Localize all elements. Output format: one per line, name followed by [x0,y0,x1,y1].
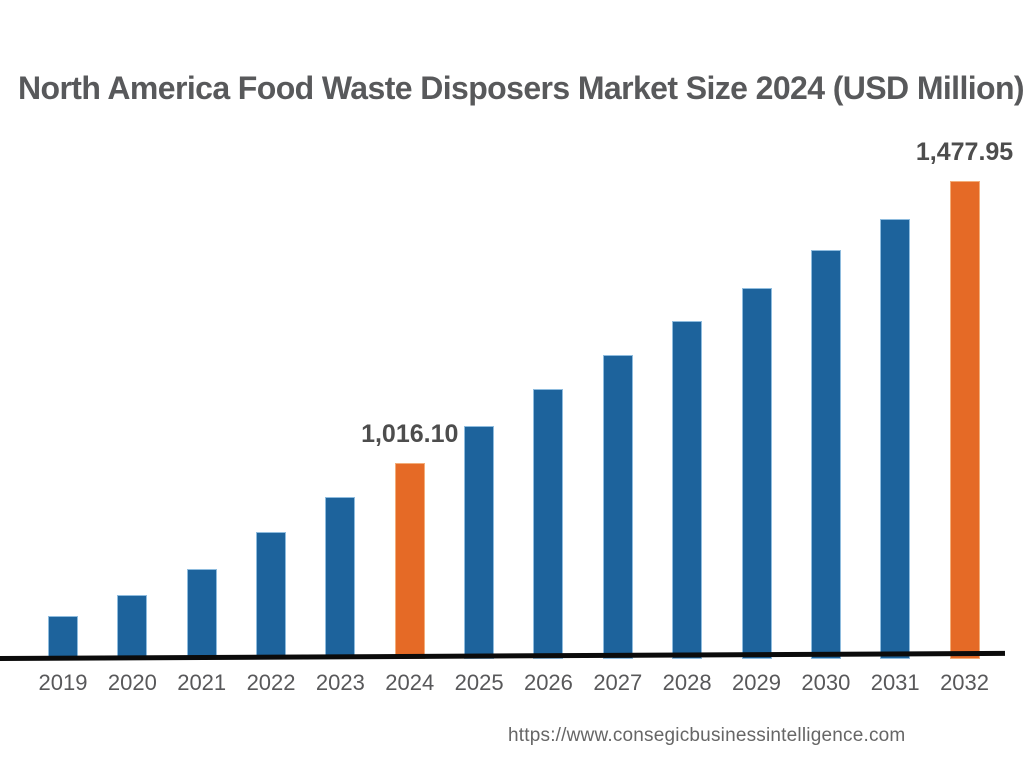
bar-2029 [741,288,772,659]
x-tick-2032: 2032 [940,670,990,695]
bar-2019 [48,616,78,659]
data-label-2032: 1,477.95 [915,138,1014,166]
x-tick-2031: 2031 [870,670,920,695]
chart-title: North America Food Waste Disposers Marke… [18,70,1024,106]
x-tick-2030: 2030 [801,670,851,695]
x-tick-2021: 2021 [177,670,227,695]
bar-2020 [117,595,148,659]
x-axis-line [0,650,1005,661]
bar-2027 [602,355,633,659]
x-tick-2025: 2025 [454,670,504,695]
x-tick-2022: 2022 [246,670,296,695]
x-tick-2028: 2028 [662,670,712,695]
x-tick-2026: 2026 [523,670,573,695]
x-tick-2027: 2027 [593,670,643,695]
bar-2031 [880,219,911,659]
x-tick-2019: 2019 [38,670,88,695]
x-tick-2024: 2024 [385,670,435,695]
bar-2022 [256,532,287,659]
bar-2026 [533,389,564,659]
footer-url: https://www.consegicbusinessintelligence… [508,725,906,746]
bar-2021 [186,569,217,659]
x-tick-2020: 2020 [107,670,157,695]
bar-2028 [672,321,703,659]
bar-2025 [464,426,495,659]
x-tick-2029: 2029 [732,670,781,695]
bar-2032-highlighted [949,181,980,659]
x-tick-2023: 2023 [315,670,365,695]
bar-2023 [325,497,356,659]
bar-2024-highlighted [394,463,425,659]
bar-2030 [810,250,841,659]
data-label-2024: 1,016.10 [361,420,459,448]
